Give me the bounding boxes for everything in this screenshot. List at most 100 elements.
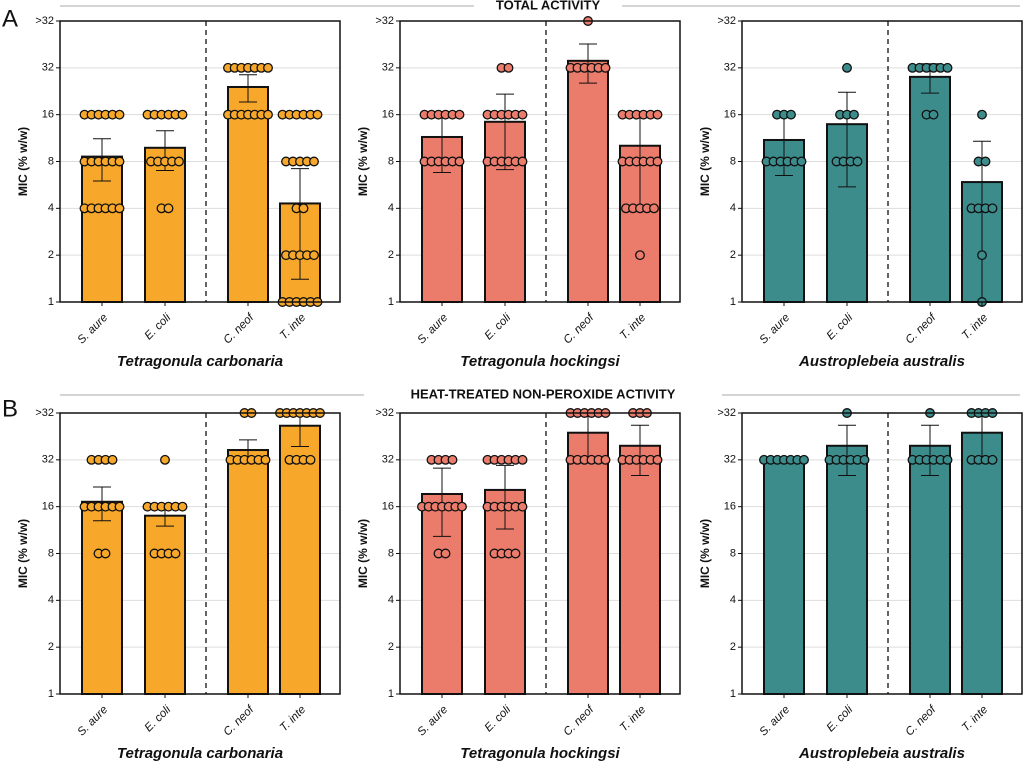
y-tick-label: >32 (375, 407, 394, 419)
x-tick-label: C. neof (222, 703, 258, 739)
x-tick-label: T. inte (960, 312, 990, 342)
y-tick-label: 4 (48, 594, 54, 606)
y-tick-label: 2 (388, 249, 394, 261)
data-point (170, 548, 181, 559)
y-tick-label: 32 (382, 62, 394, 74)
bar (567, 59, 609, 303)
data-point (600, 62, 611, 73)
y-tick-label: 8 (48, 155, 54, 167)
x-tick-label: T. inte (618, 704, 648, 734)
y-tick-label: 4 (388, 202, 394, 214)
y-tick-label: 4 (48, 202, 54, 214)
y-tick-label: 8 (730, 547, 736, 559)
data-point (796, 156, 807, 167)
data-point (263, 62, 273, 73)
data-point (849, 109, 859, 120)
x-tick-label: S. aure (758, 312, 793, 347)
data-point (652, 156, 663, 167)
plot-frame (399, 20, 681, 303)
y-tick-label: 1 (730, 688, 736, 700)
data-point (977, 250, 987, 261)
y-tick-label: 1 (48, 688, 54, 700)
x-axis-label: Tetragonula carbonaria (117, 745, 283, 762)
data-point (649, 203, 659, 214)
data-point (114, 156, 125, 167)
bar (567, 431, 609, 695)
y-tick-label: 1 (48, 296, 54, 308)
bar (961, 431, 1003, 695)
data-point (100, 548, 111, 559)
x-tick-label: S. aure (76, 704, 111, 739)
data-point (928, 109, 939, 120)
y-tick-label: >32 (35, 407, 54, 419)
y-tick-label: 4 (730, 202, 736, 214)
plot-frame (741, 412, 1023, 695)
x-tick-label: E. coli (483, 311, 514, 342)
bar (81, 500, 123, 696)
x-tick-label: C. neof (904, 311, 940, 347)
data-point (305, 454, 316, 465)
data-point (942, 62, 953, 73)
data-point (177, 109, 188, 120)
data-point (114, 203, 125, 214)
bar (227, 449, 269, 695)
section-title-bg (364, 388, 722, 402)
x-tick-label: C. neof (562, 311, 598, 347)
plot-frame (59, 412, 341, 695)
x-tick-label: T. inte (278, 704, 308, 734)
y-tick-label: 2 (388, 641, 394, 653)
bar (144, 514, 186, 696)
x-tick-label: E. coli (483, 703, 514, 734)
bar (909, 444, 951, 695)
x-axis-label: Tetragonula hockingsi (460, 745, 620, 762)
y-tick-label: 2 (48, 249, 54, 261)
x-tick-label: E. coli (825, 311, 856, 342)
y-tick-label: 32 (724, 454, 736, 466)
data-point (859, 454, 870, 465)
bar (279, 424, 321, 695)
data-point (517, 454, 528, 465)
data-point (309, 156, 319, 167)
y-tick-label: 16 (724, 501, 736, 513)
y-tick-label: 16 (42, 109, 54, 121)
data-point (263, 109, 273, 120)
data-point (600, 454, 611, 465)
y-tick-label: 32 (382, 454, 394, 466)
data-point (517, 109, 528, 120)
data-point (454, 109, 465, 120)
data-point (457, 501, 467, 512)
y-tick-label: 32 (42, 454, 54, 466)
x-axis-label: Austroplebeia australis (798, 745, 965, 762)
x-tick-label: E. coli (143, 311, 174, 342)
y-tick-label: 8 (730, 155, 736, 167)
data-point (163, 203, 174, 214)
data-point (980, 156, 991, 167)
bar (227, 85, 269, 304)
y-axis-label: MIC (% w/w) (698, 127, 712, 196)
bar (763, 458, 805, 696)
panel-letter: A (2, 5, 18, 32)
data-point (987, 454, 998, 465)
x-tick-label: E. coli (825, 703, 856, 734)
panel-letter: B (2, 395, 18, 422)
x-tick-label: E. coli (143, 703, 174, 734)
y-tick-label: 32 (724, 62, 736, 74)
x-tick-label: C. neof (904, 703, 940, 739)
data-point (517, 156, 528, 167)
y-tick-label: 16 (724, 109, 736, 121)
data-point (977, 109, 987, 120)
data-point (852, 156, 863, 167)
section-title: HEAT-TREATED NON-PEROXIDE ACTIVITY (411, 386, 676, 401)
y-tick-label: 4 (388, 594, 394, 606)
y-tick-label: 16 (382, 109, 394, 121)
data-point (652, 454, 663, 465)
y-tick-label: 16 (42, 501, 54, 513)
y-tick-label: 1 (388, 296, 394, 308)
plot-frame (59, 20, 341, 303)
x-tick-label: C. neof (562, 703, 598, 739)
data-point (652, 109, 663, 120)
x-tick-label: S. aure (416, 704, 451, 739)
data-point (114, 501, 125, 512)
x-tick-label: S. aure (76, 312, 111, 347)
